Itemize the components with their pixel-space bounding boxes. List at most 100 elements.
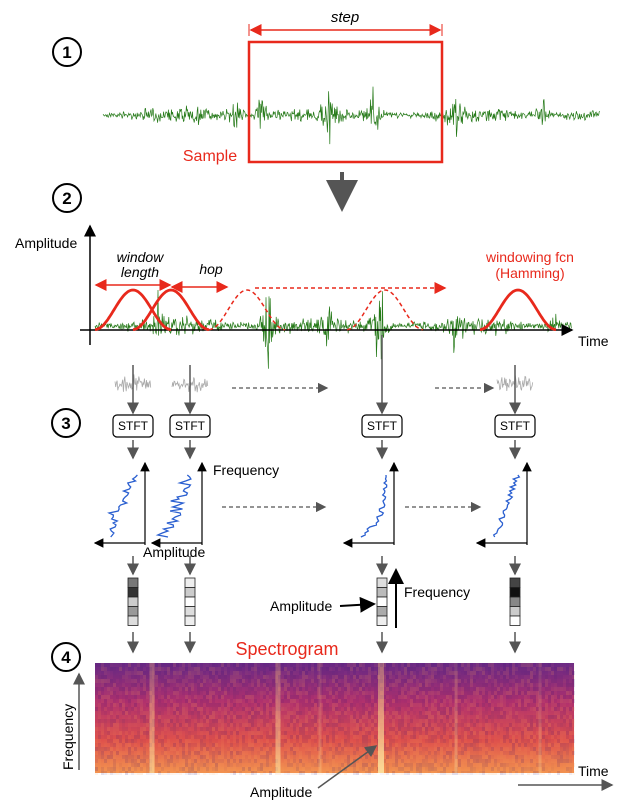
spectrogram-pixel (545, 711, 548, 715)
spectrogram-pixel (476, 743, 479, 747)
spectrogram-pixel (119, 695, 122, 699)
spectrogram-pixel (545, 751, 548, 755)
spectrogram-pixel (188, 671, 191, 675)
spectrogram-pixel (110, 751, 113, 755)
spectrogram-pixel (485, 715, 488, 719)
spectrogram-pixel (296, 675, 299, 679)
spectrogram-pixel (206, 767, 209, 771)
spectrogram-pixel (101, 719, 104, 723)
spectrogram-pixel (158, 707, 161, 711)
spectrogram-pixel (116, 735, 119, 739)
spectrogram-pixel (389, 755, 392, 759)
spectrogram-pixel (524, 743, 527, 747)
spectrogram-pixel (419, 723, 422, 727)
spectrogram-pixel (491, 691, 494, 695)
spectrogram-pixel (410, 703, 413, 707)
spectrogram-pixel (161, 683, 164, 687)
spectrogram-pixel (125, 751, 128, 755)
spectrogram-pixel (251, 683, 254, 687)
spectrogram-pixel (569, 667, 572, 671)
spectrogram-pixel (389, 731, 392, 735)
spectrogram-pixel (527, 719, 530, 723)
spectrogram-pixel (308, 723, 311, 727)
spectrogram-pixel (206, 679, 209, 683)
spectrogram-pixel (488, 759, 491, 763)
spectrogram-pixel (233, 683, 236, 687)
spectrogram-pixel (269, 739, 272, 743)
spectrogram-pixel (197, 671, 200, 675)
spectrogram-pixel (365, 727, 368, 731)
spectrogram-pixel (350, 671, 353, 675)
spectrogram-pixel (338, 755, 341, 759)
spectrogram-pixel (248, 763, 251, 767)
spectrogram-pixel (212, 699, 215, 703)
spectrogram-pixel (143, 695, 146, 699)
spectrogram-pixel (263, 667, 266, 671)
spectrogram-pixel (122, 727, 125, 731)
spectrogram-pixel (434, 715, 437, 719)
spectrogram-pixel (125, 711, 128, 715)
spectrogram-pixel (140, 683, 143, 687)
spectrogram-pixel (107, 663, 110, 667)
spectrogram-pixel (416, 711, 419, 715)
spectrogram-pixel (245, 703, 248, 707)
spectrogram-pixel (104, 671, 107, 675)
spectrogram-pixel (389, 687, 392, 691)
spectrogram-pixel (548, 679, 551, 683)
spectrogram-pixel (572, 707, 575, 711)
spectrogram-pixel (518, 727, 521, 731)
spectrogram-pixel (443, 719, 446, 723)
spectrogram-pixel (194, 763, 197, 767)
spectrogram-pixel (362, 695, 365, 699)
spectrogram-pixel (338, 687, 341, 691)
spectrogram-pixel (95, 747, 98, 751)
spectrogram-pixel (419, 683, 422, 687)
spectrogram-pixel (302, 687, 305, 691)
spectrogram-pixel (419, 755, 422, 759)
spectrogram-pixel (254, 691, 257, 695)
spectrogram-pixel (272, 755, 275, 759)
spectrogram-pixel (554, 723, 557, 727)
spectrogram-pixel (263, 767, 266, 771)
spectrogram-pixel (335, 731, 338, 735)
spectrogram-pixel (221, 703, 224, 707)
spectrogram-pixel (284, 671, 287, 675)
spectrogram-pixel (494, 751, 497, 755)
spectrogram-pixel (209, 719, 212, 723)
spectrogram-pixel (143, 763, 146, 767)
spectrogram-pixel (494, 711, 497, 715)
spectrogram-pixel (374, 739, 377, 743)
spectrogram-pixel (113, 667, 116, 671)
spectrogram-pixel (347, 727, 350, 731)
spectrogram-pixel (215, 771, 218, 775)
spectrogram-pixel (95, 723, 98, 727)
spectrogram-pixel (179, 759, 182, 763)
spectrogram-pixel (479, 723, 482, 727)
spectrogram-pixel (206, 699, 209, 703)
spectrogram-pixel (371, 699, 374, 703)
spectrogram-pixel (566, 727, 569, 731)
spectrogram-pixel (326, 695, 329, 699)
spectrogram-pixel (296, 743, 299, 747)
spectrogram-pixel (389, 703, 392, 707)
spectrogram-pixel (236, 771, 239, 775)
spectrogram-pixel (125, 759, 128, 763)
column-cell (377, 616, 387, 626)
spectrogram-pixel (203, 747, 206, 751)
spectrogram-pixel (128, 727, 131, 731)
spectrogram-pixel (335, 759, 338, 763)
spectrogram-pixel (122, 719, 125, 723)
spectrogram-pixel (254, 743, 257, 747)
spectrogram-pixel (257, 675, 260, 679)
spectrogram-pixel (263, 719, 266, 723)
spectrogram-pixel (518, 695, 521, 699)
spectrogram-pixel (293, 711, 296, 715)
spectrogram-pixel (509, 667, 512, 671)
spectrogram-pixel (257, 743, 260, 747)
spectrogram-pixel (260, 723, 263, 727)
spectrogram-pixel (155, 735, 158, 739)
spectrogram-pixel (326, 735, 329, 739)
spectrogram-pixel (473, 675, 476, 679)
spectrogram-pixel (308, 671, 311, 675)
spectrogram-pixel (467, 719, 470, 723)
